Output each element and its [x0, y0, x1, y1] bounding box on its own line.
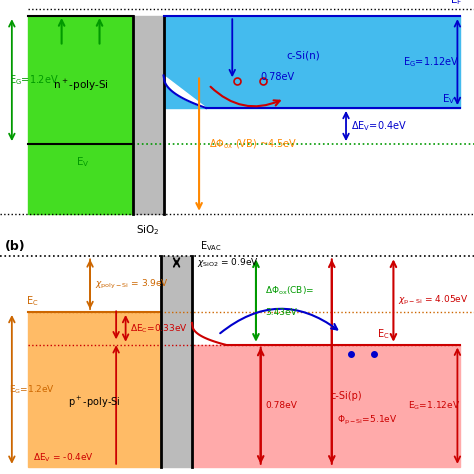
Text: $\Phi_\mathregular{p-Si}$=5.1eV: $\Phi_\mathregular{p-Si}$=5.1eV [337, 414, 397, 427]
Polygon shape [164, 75, 206, 108]
Text: 3.43eV: 3.43eV [265, 308, 297, 317]
Text: 0.78eV: 0.78eV [265, 401, 297, 410]
Polygon shape [192, 323, 225, 345]
Polygon shape [192, 345, 460, 467]
Text: E$_\mathregular{F}$: E$_\mathregular{F}$ [450, 0, 462, 7]
Text: E$_\mathregular{G}$=1.12eV: E$_\mathregular{G}$=1.12eV [403, 55, 460, 69]
Text: $\Delta\Phi_\mathregular{ox}$ (VB) ~4.5eV: $\Delta\Phi_\mathregular{ox}$ (VB) ~4.5e… [209, 138, 297, 151]
Polygon shape [133, 16, 164, 214]
Polygon shape [161, 256, 192, 467]
Text: $\chi_\mathregular{p-Si}$ = 4.05eV: $\chi_\mathregular{p-Si}$ = 4.05eV [398, 294, 468, 307]
Text: (b): (b) [5, 239, 26, 253]
Text: E$_\mathregular{G}$=1.2eV: E$_\mathregular{G}$=1.2eV [9, 73, 59, 87]
Polygon shape [28, 312, 161, 467]
Text: E$_\mathregular{V}$: E$_\mathregular{V}$ [442, 92, 456, 106]
Text: n$^+$-poly-Si: n$^+$-poly-Si [53, 78, 109, 93]
Text: E$_\mathregular{VAC}$: E$_\mathregular{VAC}$ [200, 239, 222, 253]
Text: $\chi_\mathregular{poly-Si}$ = 3.9eV: $\chi_\mathregular{poly-Si}$ = 3.9eV [95, 278, 169, 291]
Text: p$^+$-poly-Si: p$^+$-poly-Si [68, 395, 121, 410]
Text: $\Delta\Phi_\mathregular{ox}$(CB)=: $\Delta\Phi_\mathregular{ox}$(CB)= [265, 284, 315, 297]
Text: $\Delta$E$_\mathregular{C}$=0.33eV: $\Delta$E$_\mathregular{C}$=0.33eV [130, 322, 188, 335]
Polygon shape [164, 16, 460, 108]
Text: E$_\mathregular{V}$: E$_\mathregular{V}$ [76, 155, 90, 169]
Text: SiO$_2$: SiO$_2$ [137, 223, 160, 237]
Text: 0.78eV: 0.78eV [261, 72, 295, 82]
Text: E$_\mathregular{G}$=1.2eV: E$_\mathregular{G}$=1.2eV [9, 383, 55, 396]
Text: E$_\mathregular{C}$: E$_\mathregular{C}$ [26, 295, 38, 309]
Polygon shape [28, 16, 133, 214]
Text: c-Si(n): c-Si(n) [286, 51, 320, 61]
Text: $\chi_\mathregular{SiO2}$ = 0.9eV: $\chi_\mathregular{SiO2}$ = 0.9eV [197, 256, 259, 269]
Text: E$_\mathregular{G}$=1.12eV: E$_\mathregular{G}$=1.12eV [408, 400, 460, 412]
Text: $\Delta$E$_\mathregular{V}$=0.4eV: $\Delta$E$_\mathregular{V}$=0.4eV [351, 119, 407, 133]
Text: E$_\mathregular{C}$: E$_\mathregular{C}$ [377, 327, 389, 341]
Text: $\Delta$E$_\mathregular{V}$ = -0.4eV: $\Delta$E$_\mathregular{V}$ = -0.4eV [33, 452, 94, 465]
Text: c-Si(p): c-Si(p) [330, 391, 362, 401]
